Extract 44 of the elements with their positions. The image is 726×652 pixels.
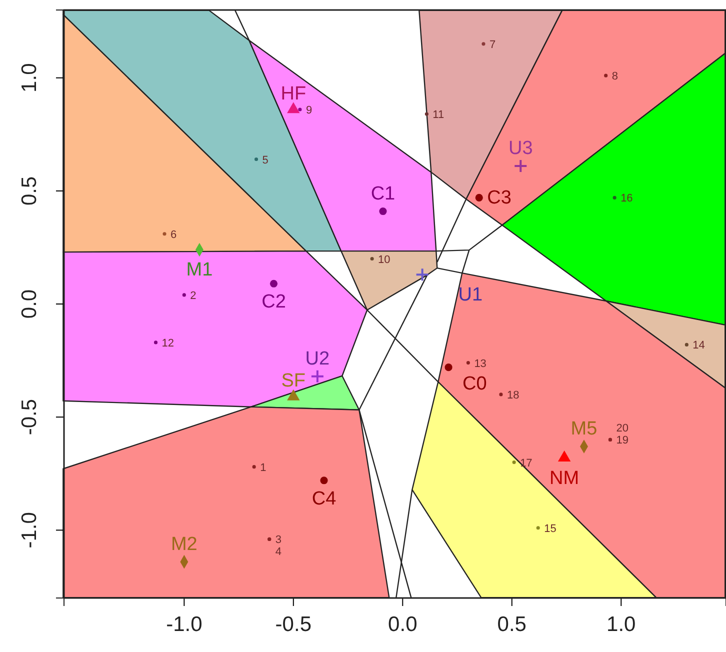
y-tick-label: -0.5 bbox=[18, 398, 41, 436]
annotation: 15 bbox=[544, 522, 556, 535]
x-tick-label: 0.5 bbox=[497, 612, 526, 636]
annotation: 3 bbox=[275, 534, 282, 546]
data-label: U2 bbox=[305, 348, 330, 370]
data-label: C3 bbox=[487, 188, 512, 209]
y-tick-label: 0.5 bbox=[18, 176, 41, 206]
annotation: 9 bbox=[306, 104, 312, 117]
annotation: 17 bbox=[520, 457, 532, 470]
annotation: 8 bbox=[612, 70, 618, 83]
annotation: 5 bbox=[262, 154, 268, 166]
annotation: 11 bbox=[432, 109, 444, 122]
data-label: HF bbox=[280, 84, 306, 105]
x-tick-label: 0.0 bbox=[388, 612, 418, 636]
annotation: 20 bbox=[616, 422, 628, 435]
x-tick-label: 1.0 bbox=[606, 612, 636, 636]
data-label: NM bbox=[550, 468, 580, 489]
annotation: 12 bbox=[162, 337, 174, 350]
data-label: U1 bbox=[458, 284, 483, 306]
data-label: U3 bbox=[508, 138, 533, 160]
data-label: C2 bbox=[262, 292, 286, 313]
data-label: M5 bbox=[570, 418, 598, 440]
annotation: 13 bbox=[474, 358, 486, 370]
data-label: SF bbox=[281, 370, 306, 392]
y-tick-label: -1.0 bbox=[18, 512, 41, 548]
annotation: 16 bbox=[620, 192, 633, 205]
annotation: 18 bbox=[506, 389, 520, 402]
y-tick-label: 1.0 bbox=[18, 63, 41, 92]
annotation: 10 bbox=[378, 254, 390, 266]
data-label: C1 bbox=[370, 183, 396, 204]
x-tick-label: -1.0 bbox=[166, 612, 202, 636]
annotation: 2 bbox=[190, 290, 196, 302]
annotation: 4 bbox=[275, 546, 282, 558]
annotation: 6 bbox=[170, 228, 177, 241]
annotation: 1 bbox=[260, 462, 266, 474]
data-label: M2 bbox=[170, 534, 198, 555]
y-tick-label: 0.0 bbox=[18, 289, 41, 319]
x-tick-label: -0.5 bbox=[275, 612, 312, 636]
data-label: C0 bbox=[462, 373, 487, 394]
annotation: 7 bbox=[489, 38, 496, 51]
data-label: C4 bbox=[312, 488, 337, 510]
annotation: 14 bbox=[692, 340, 705, 352]
annotation: 19 bbox=[616, 434, 628, 447]
data-label: M1 bbox=[186, 260, 213, 281]
